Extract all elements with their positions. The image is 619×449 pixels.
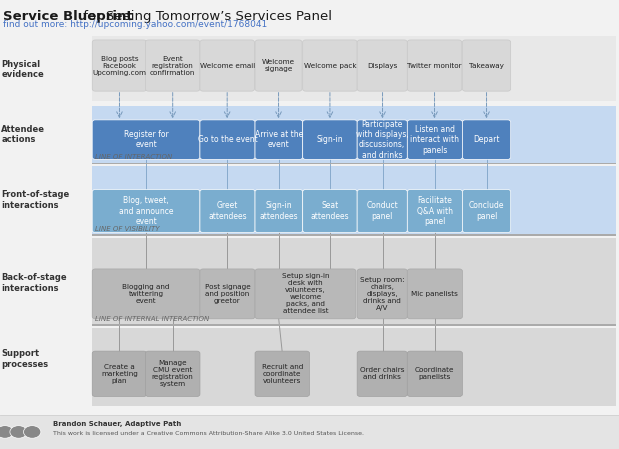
- FancyBboxPatch shape: [255, 120, 303, 159]
- FancyBboxPatch shape: [462, 189, 511, 233]
- FancyBboxPatch shape: [357, 351, 407, 396]
- Text: Conduct
panel: Conduct panel: [366, 201, 398, 221]
- Bar: [92, 106, 616, 164]
- FancyBboxPatch shape: [357, 269, 407, 319]
- FancyBboxPatch shape: [200, 120, 255, 159]
- Text: Attendee
actions: Attendee actions: [1, 125, 45, 145]
- Text: Brandon Schauer, Adaptive Path: Brandon Schauer, Adaptive Path: [53, 421, 181, 427]
- Text: Post signage
and position
greetor: Post signage and position greetor: [205, 284, 250, 304]
- Text: Create a
marketing
plan: Create a marketing plan: [101, 364, 138, 384]
- FancyBboxPatch shape: [407, 269, 462, 319]
- Text: Participate
with displays,
discussions,
and drinks: Participate with displays, discussions, …: [356, 119, 409, 160]
- Text: Physical
evidence: Physical evidence: [1, 60, 44, 79]
- FancyBboxPatch shape: [145, 351, 200, 396]
- Text: LINE OF INTERNAL INTERACTION: LINE OF INTERNAL INTERACTION: [95, 316, 209, 322]
- FancyBboxPatch shape: [200, 189, 255, 233]
- Circle shape: [0, 426, 14, 438]
- Text: Takeaway: Takeaway: [469, 62, 504, 69]
- FancyBboxPatch shape: [92, 120, 200, 159]
- Text: for Seeing Tomorrow’s Services Panel: for Seeing Tomorrow’s Services Panel: [79, 10, 332, 23]
- Text: Setup sign-in
desk with
volunteers,
welcome
packs, and
attendee list: Setup sign-in desk with volunteers, welc…: [282, 273, 329, 314]
- Text: Setup room:
chairs,
displays,
drinks and
A/V: Setup room: chairs, displays, drinks and…: [360, 277, 405, 311]
- FancyBboxPatch shape: [407, 120, 462, 159]
- Bar: [92, 234, 616, 236]
- Bar: [92, 238, 616, 326]
- Bar: [92, 166, 616, 236]
- Text: Welcome pack: Welcome pack: [303, 62, 357, 69]
- Text: find out more: http://upcoming.yahoo.com/event/1768041: find out more: http://upcoming.yahoo.com…: [3, 20, 267, 29]
- Bar: [0, 415, 619, 449]
- Text: Twitter monitor: Twitter monitor: [407, 62, 462, 69]
- Text: Service Blueprint: Service Blueprint: [3, 10, 132, 23]
- Text: Coordinate
panelists: Coordinate panelists: [415, 367, 454, 380]
- FancyBboxPatch shape: [92, 189, 200, 233]
- Text: Support
processes: Support processes: [1, 349, 48, 369]
- Text: Welcome
signage: Welcome signage: [262, 59, 295, 72]
- FancyBboxPatch shape: [357, 189, 407, 233]
- Text: LINE OF VISIBILITY: LINE OF VISIBILITY: [95, 226, 159, 232]
- Text: Greet
attendees: Greet attendees: [208, 201, 247, 221]
- FancyBboxPatch shape: [407, 189, 462, 233]
- FancyBboxPatch shape: [92, 351, 147, 396]
- FancyBboxPatch shape: [357, 120, 407, 159]
- Text: LINE OF INTERACTION: LINE OF INTERACTION: [95, 154, 172, 160]
- Text: Facilitate
Q&A with
panel: Facilitate Q&A with panel: [417, 196, 453, 226]
- FancyBboxPatch shape: [407, 40, 462, 91]
- FancyBboxPatch shape: [303, 40, 357, 91]
- FancyBboxPatch shape: [145, 40, 200, 91]
- FancyBboxPatch shape: [200, 269, 255, 319]
- FancyBboxPatch shape: [92, 40, 147, 91]
- Text: Sign-in
attendees: Sign-in attendees: [259, 201, 298, 221]
- Text: Order chairs
and drinks: Order chairs and drinks: [360, 367, 404, 380]
- Bar: [92, 36, 616, 101]
- FancyBboxPatch shape: [92, 269, 200, 319]
- Text: Go to the event: Go to the event: [197, 135, 258, 144]
- Text: Listen and
interact with
panels: Listen and interact with panels: [410, 125, 459, 154]
- Text: Front-of-stage
interactions: Front-of-stage interactions: [1, 190, 69, 210]
- Text: Register for
event: Register for event: [124, 130, 168, 150]
- Text: Welcome email: Welcome email: [199, 62, 255, 69]
- Text: Blog posts
Facebook
Upcoming.com: Blog posts Facebook Upcoming.com: [92, 56, 147, 75]
- Text: Conclude
panel: Conclude panel: [469, 201, 504, 221]
- FancyBboxPatch shape: [255, 40, 302, 91]
- Circle shape: [10, 426, 27, 438]
- Text: Displays: Displays: [367, 62, 397, 69]
- Text: Seat
attendees: Seat attendees: [311, 201, 349, 221]
- Text: Mic panelists: Mic panelists: [412, 291, 458, 297]
- FancyBboxPatch shape: [255, 351, 310, 396]
- FancyBboxPatch shape: [255, 189, 303, 233]
- FancyBboxPatch shape: [357, 40, 407, 91]
- Text: Event
registration
confirmation: Event registration confirmation: [150, 56, 196, 75]
- FancyBboxPatch shape: [303, 120, 357, 159]
- FancyBboxPatch shape: [407, 351, 462, 396]
- Text: Recruit and
coordinate
volunteers: Recruit and coordinate volunteers: [262, 364, 303, 384]
- Text: Manage
CMU event
registration
system: Manage CMU event registration system: [152, 360, 194, 387]
- Text: Back-of-stage
interactions: Back-of-stage interactions: [1, 273, 67, 293]
- FancyBboxPatch shape: [303, 189, 357, 233]
- Text: Blogging and
twittering
event: Blogging and twittering event: [123, 284, 170, 304]
- Text: Blog, tweet,
and announce
event: Blog, tweet, and announce event: [119, 196, 173, 226]
- FancyBboxPatch shape: [255, 269, 356, 319]
- Text: Sign-in: Sign-in: [316, 135, 344, 144]
- Bar: [92, 163, 616, 164]
- FancyBboxPatch shape: [462, 120, 511, 159]
- Bar: [92, 328, 616, 406]
- Circle shape: [24, 426, 41, 438]
- Text: Arrive at the
event: Arrive at the event: [255, 130, 303, 150]
- FancyBboxPatch shape: [462, 40, 511, 91]
- Text: Depart: Depart: [474, 135, 500, 144]
- Bar: [92, 324, 616, 326]
- Text: This work is licensed under a Creative Commons Attribution-Share Alike 3.0 Unite: This work is licensed under a Creative C…: [53, 431, 363, 436]
- FancyBboxPatch shape: [200, 40, 254, 91]
